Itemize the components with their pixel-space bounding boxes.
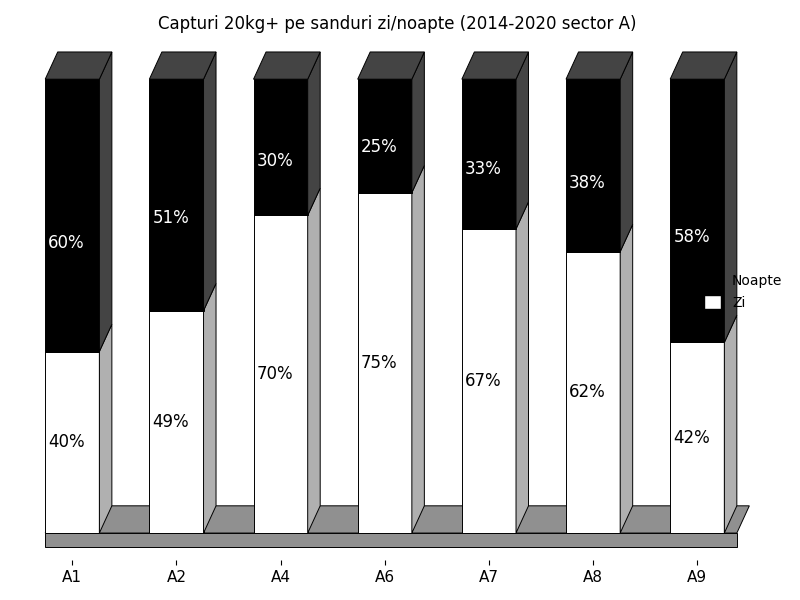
Polygon shape <box>46 52 112 79</box>
Bar <box>46 533 737 547</box>
Bar <box>46 79 99 352</box>
Text: 75%: 75% <box>361 354 398 372</box>
Polygon shape <box>412 52 424 193</box>
Text: 62%: 62% <box>569 383 606 401</box>
Text: 33%: 33% <box>465 160 502 178</box>
Bar <box>462 79 516 229</box>
Polygon shape <box>308 188 320 533</box>
Bar <box>566 251 620 533</box>
Text: 70%: 70% <box>257 365 294 383</box>
Polygon shape <box>46 506 750 533</box>
Bar <box>670 343 724 533</box>
Bar <box>46 352 99 533</box>
Text: 51%: 51% <box>153 209 190 227</box>
Text: 30%: 30% <box>257 152 294 170</box>
Polygon shape <box>150 52 216 79</box>
Text: 58%: 58% <box>674 228 710 246</box>
Text: 60%: 60% <box>48 233 85 251</box>
Title: Capturi 20kg+ pe sanduri zi/noapte (2014-2020 sector A): Capturi 20kg+ pe sanduri zi/noapte (2014… <box>158 15 637 33</box>
Polygon shape <box>566 52 633 79</box>
Polygon shape <box>516 52 529 229</box>
Bar <box>254 79 308 215</box>
Polygon shape <box>203 283 216 533</box>
Text: 38%: 38% <box>569 173 606 191</box>
Bar <box>462 229 516 533</box>
Polygon shape <box>620 224 633 533</box>
Bar <box>254 215 308 533</box>
Polygon shape <box>516 202 529 533</box>
Legend: Noapte, Zi: Noapte, Zi <box>698 268 788 315</box>
Bar <box>358 79 412 193</box>
Polygon shape <box>462 52 529 79</box>
Polygon shape <box>99 52 112 352</box>
Text: 67%: 67% <box>465 372 502 390</box>
Bar <box>566 79 620 251</box>
Polygon shape <box>724 315 737 533</box>
Bar <box>150 79 203 311</box>
Polygon shape <box>620 52 633 251</box>
Polygon shape <box>308 52 320 215</box>
Bar <box>358 193 412 533</box>
Bar <box>670 79 724 343</box>
Text: 42%: 42% <box>674 429 710 447</box>
Polygon shape <box>412 166 424 533</box>
Bar <box>150 311 203 533</box>
Text: 40%: 40% <box>48 433 85 451</box>
Text: 25%: 25% <box>361 138 398 156</box>
Polygon shape <box>203 52 216 311</box>
Polygon shape <box>254 52 320 79</box>
Text: 49%: 49% <box>153 413 189 431</box>
Polygon shape <box>99 324 112 533</box>
Polygon shape <box>358 52 424 79</box>
Polygon shape <box>670 52 737 79</box>
Polygon shape <box>724 52 737 343</box>
